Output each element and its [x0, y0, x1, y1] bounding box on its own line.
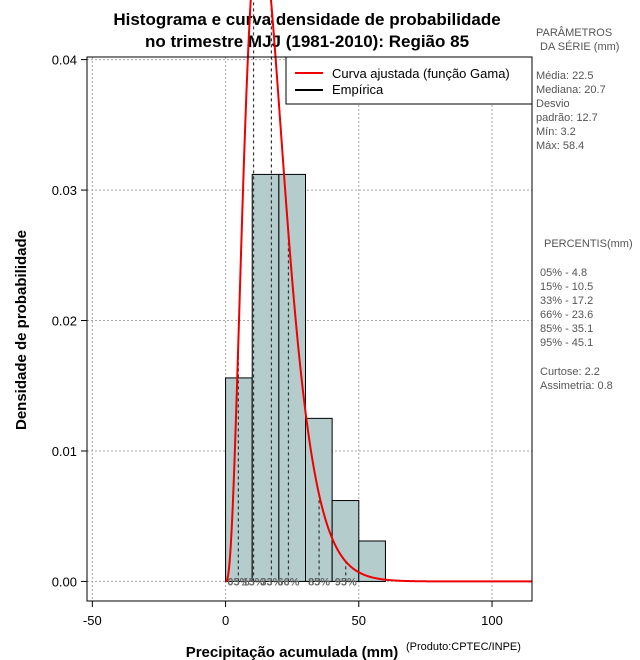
- y-tick-label: 0.00: [52, 574, 77, 589]
- y-tick-label: 0.02: [52, 314, 77, 329]
- gamma-curve: [225, 0, 532, 583]
- percentis-title: PERCENTIS(mm): [544, 238, 633, 250]
- x-tick-label: 100: [481, 613, 503, 628]
- stat-line-assimetria: Assimetria: 0.8: [540, 380, 613, 392]
- params-title-1: PARÂMETROS: [536, 26, 612, 39]
- percentil-line: 15% - 10.5: [540, 281, 593, 293]
- percentil-line: 05% - 4.8: [540, 267, 587, 279]
- stat-line-curtose: Curtose: 2.2: [540, 366, 600, 378]
- params-title-2: DA SÉRIE (mm): [540, 40, 619, 53]
- y-tick-label: 0.01: [52, 444, 77, 459]
- param-line: padrão: 12.7: [536, 112, 598, 124]
- percentile-label: 15%: [243, 576, 265, 588]
- percentil-line: 85% - 35.1: [540, 323, 593, 335]
- percentil-line: 66% - 23.6: [540, 309, 593, 321]
- percentil-line: 95% - 45.1: [540, 337, 593, 349]
- param-line: Média: 22.5: [536, 70, 593, 82]
- legend-label-curve: Curva ajustada (função Gama): [332, 66, 510, 81]
- product-credit: (Produto:CPTEC/INPE): [406, 641, 521, 653]
- x-tick-label: -50: [83, 613, 102, 628]
- x-tick-label: 0: [222, 613, 229, 628]
- gamma-curve-layer: [225, 0, 532, 583]
- histogram-bar: [358, 540, 386, 582]
- chart-title-line1: Histograma e curva densidade de probabil…: [113, 10, 500, 29]
- legend-box: [285, 56, 533, 105]
- x-axis-label: Precipitação acumulada (mm): [186, 644, 399, 660]
- percentile-lines: 05%15%33%66% 85% 95%: [227, 0, 357, 588]
- percentil-line: 33% - 17.2: [540, 295, 593, 307]
- param-line: Mín: 3.2: [536, 126, 576, 138]
- percentile-label: 05%: [227, 576, 249, 588]
- percentile-label: 85%: [308, 576, 330, 588]
- x-tick-label: 50: [352, 613, 366, 628]
- y-axis-label: Densidade de probabilidade: [13, 230, 30, 430]
- percentile-label: 95%: [335, 576, 357, 588]
- histogram-bar: [251, 173, 280, 582]
- percentile-label: 66%: [277, 576, 299, 588]
- param-line: Mediana: 20.7: [536, 84, 606, 96]
- percentile-label: 33%: [260, 576, 282, 588]
- histogram-bars: [225, 173, 386, 582]
- legend: Curva ajustada (função Gama) Empírica: [285, 56, 533, 105]
- y-tick-label: 0.03: [52, 183, 77, 198]
- param-line: Máx: 58.4: [536, 140, 584, 152]
- chart-title-line2: no trimestre MJJ (1981-2010): Região 85: [145, 32, 469, 51]
- y-tick-label: 0.04: [52, 53, 77, 68]
- series-parameters-panel: PARÂMETROS DA SÉRIE (mm) Média: 22.5 Med…: [536, 26, 633, 392]
- param-line: Desvio: [536, 98, 570, 110]
- axes: -50 0 50 100 0.00 0.01 0.02 0.03 0.04: [52, 53, 503, 628]
- legend-label-empirical: Empírica: [332, 82, 384, 97]
